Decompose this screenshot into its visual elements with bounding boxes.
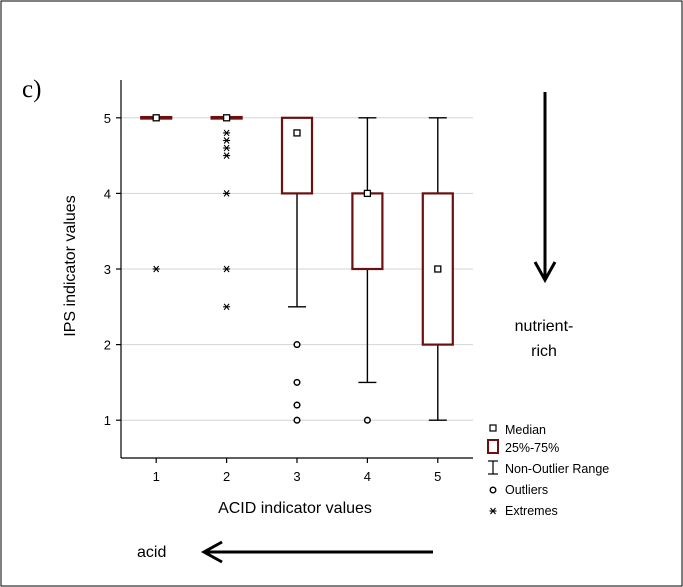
y-tick-label: 1	[104, 413, 111, 428]
iqr-box	[351, 192, 384, 271]
down-arrow-icon	[533, 92, 557, 284]
median-marker	[293, 129, 301, 137]
box-group	[140, 114, 173, 273]
extreme-point	[223, 152, 231, 159]
extreme-point	[223, 303, 231, 311]
extreme-point	[223, 265, 231, 273]
x-tick-label: 5	[434, 469, 441, 484]
box-plots	[140, 114, 454, 424]
median-marker	[222, 114, 231, 122]
annotation-rich: rich	[531, 343, 557, 360]
legend-box-symbol	[487, 439, 499, 454]
legend-label-range: Non-Outlier Range	[505, 462, 609, 476]
median-marker	[152, 114, 160, 122]
box-group	[351, 117, 384, 424]
outlier-point	[293, 341, 301, 349]
outlier-point	[293, 401, 301, 409]
x-tick-label: 4	[364, 469, 371, 484]
extreme-point	[223, 129, 231, 137]
outlier-point	[293, 378, 301, 386]
box-group	[210, 114, 243, 311]
legend-range-symbol	[488, 460, 498, 475]
extreme-point	[223, 190, 231, 197]
x-axis-label: ACID indicator values	[218, 500, 372, 517]
panel-label: c)	[22, 76, 41, 103]
legend-median-symbol	[489, 424, 497, 432]
y-tick-label: 5	[104, 111, 111, 126]
extreme-point	[223, 137, 231, 144]
outlier-point	[363, 416, 371, 424]
legend-extreme-symbol	[489, 507, 497, 515]
axes: 1 2 3 4 5 1 2 3 4 5	[104, 80, 473, 484]
legend-label-outlier: Outliers	[505, 483, 548, 497]
median-marker	[434, 265, 442, 273]
median-marker	[363, 189, 372, 198]
legend-outlier-symbol	[489, 486, 497, 494]
extreme-point	[223, 144, 231, 152]
legend: Median 25%-75% Non-Outlier Range Outlier…	[487, 423, 609, 518]
y-axis-label: IPS indicator values	[62, 195, 79, 336]
left-arrow-icon	[200, 540, 433, 564]
iqr-box	[280, 116, 314, 195]
y-tick-label: 2	[104, 338, 111, 353]
box-group	[280, 116, 314, 424]
legend-label-median: Median	[505, 423, 546, 437]
legend-label-extreme: Extremes	[505, 504, 558, 518]
box-group	[421, 117, 454, 421]
x-tick-label: 2	[223, 469, 230, 484]
x-tick-label: 1	[153, 469, 160, 484]
annotation-acid: acid	[137, 544, 166, 561]
legend-label-box: 25%-75%	[505, 441, 559, 455]
y-tick-label: 3	[104, 262, 111, 277]
annotation-nutrient: nutrient-	[515, 318, 574, 335]
y-tick-label: 4	[104, 186, 111, 201]
x-tick-label: 3	[293, 469, 300, 484]
extreme-point	[152, 265, 160, 273]
outlier-point	[293, 416, 301, 424]
